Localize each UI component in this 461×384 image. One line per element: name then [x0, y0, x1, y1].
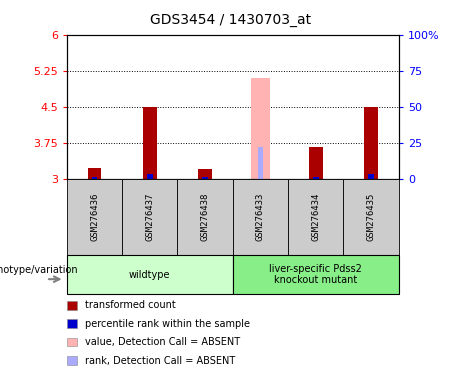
Bar [251, 78, 270, 179]
Bar [88, 168, 101, 179]
Bar [147, 174, 153, 179]
Bar [309, 147, 323, 179]
Text: rank, Detection Call = ABSENT: rank, Detection Call = ABSENT [85, 356, 236, 366]
Text: transformed count: transformed count [85, 300, 176, 310]
Bar [313, 177, 319, 179]
Text: wildtype: wildtype [129, 270, 171, 280]
Text: GSM276434: GSM276434 [311, 193, 320, 241]
Bar [368, 174, 374, 179]
Bar [258, 147, 263, 179]
Bar [143, 107, 157, 179]
Bar [92, 177, 97, 179]
Text: genotype/variation: genotype/variation [0, 265, 78, 275]
Bar [364, 107, 378, 179]
Text: GSM276437: GSM276437 [145, 193, 154, 241]
Text: GSM276433: GSM276433 [256, 193, 265, 241]
Text: GDS3454 / 1430703_at: GDS3454 / 1430703_at [150, 13, 311, 27]
Bar [198, 169, 212, 179]
Bar [202, 177, 208, 179]
Text: GSM276436: GSM276436 [90, 193, 99, 241]
Text: value, Detection Call = ABSENT: value, Detection Call = ABSENT [85, 337, 240, 347]
Text: GSM276435: GSM276435 [366, 193, 376, 241]
Text: percentile rank within the sample: percentile rank within the sample [85, 319, 250, 329]
Text: GSM276438: GSM276438 [201, 193, 210, 241]
Text: liver-specific Pdss2
knockout mutant: liver-specific Pdss2 knockout mutant [269, 264, 362, 285]
